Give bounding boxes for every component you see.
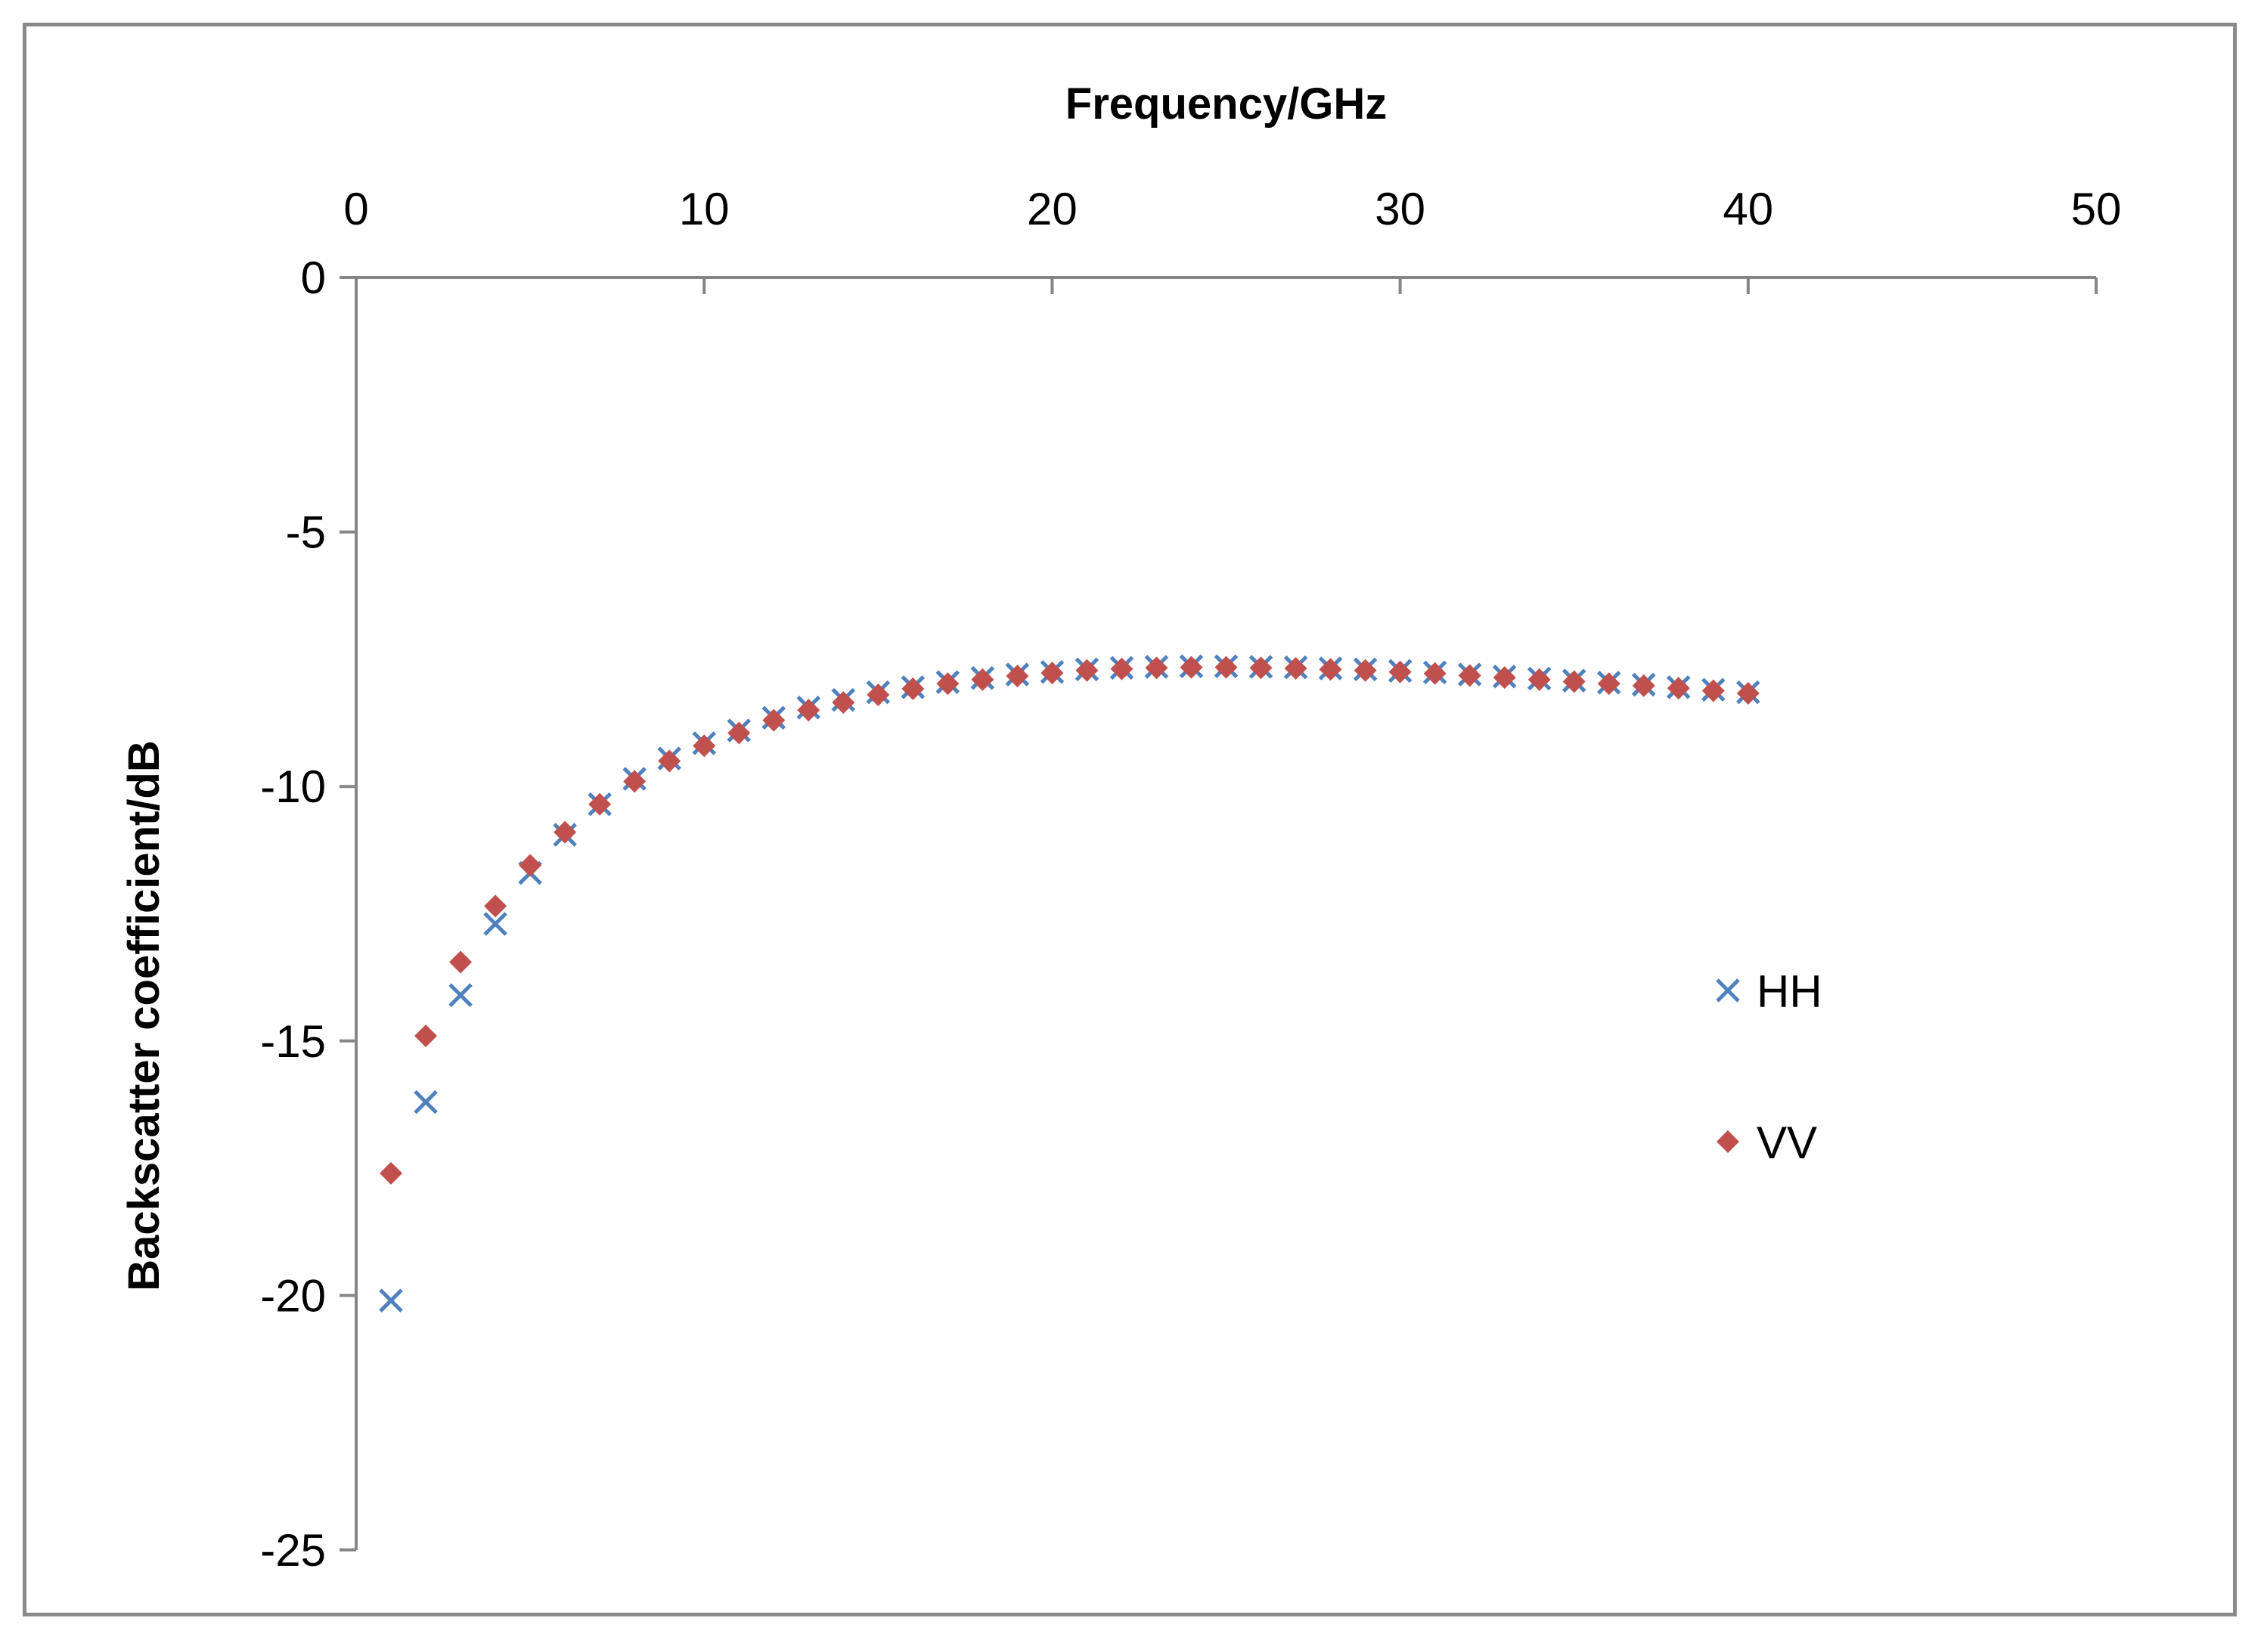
legend-marker-hh [1716,978,1740,1003]
data-point-vv [519,854,542,877]
data-point-vv [554,820,577,844]
data-point-vv [1388,660,1412,683]
data-point-vv [1214,656,1238,679]
data-point-vv [1701,679,1725,702]
data-point-vv [727,721,751,745]
data-point-vv [1145,656,1168,680]
legend-item-hh: HH [1716,966,1822,1017]
axes [340,276,2098,1551]
data-point-vv [1632,674,1655,697]
data-point-hh [414,1089,438,1114]
y-tick-label: -5 [286,507,326,558]
data-point-vv [1284,657,1307,680]
data-point-vv [867,683,890,707]
data-point-vv [693,734,716,758]
data-point-vv [414,1024,438,1048]
x-tick-label: 10 [679,184,730,234]
data-point-vv [1041,662,1064,685]
x-tick-label: 30 [1375,184,1425,234]
data-point-vv [658,749,681,773]
data-point-vv [484,894,507,918]
legend-label-hh: HH [1757,966,1822,1017]
data-point-vv [623,770,647,793]
data-point-hh [448,983,473,1007]
x-tick-label: 20 [1027,184,1078,234]
y-tick-label: -20 [260,1270,326,1321]
legend-marker-vv [1717,1130,1739,1153]
data-point-vv [1110,657,1134,680]
data-point-vv [936,672,960,696]
data-point-vv [762,708,786,732]
legend-item-vv: VV [1717,1117,1817,1168]
data-point-vv [1667,677,1690,700]
x-tick-label: 0 [343,184,368,234]
data-point-vv [832,691,855,714]
data-point-vv [1075,659,1099,682]
series-vv [380,656,1760,1185]
data-point-vv [1597,672,1620,696]
data-point-vv [1423,662,1447,685]
chart-frame: 0 10 20 30 40 50 0 -5 -10 -15 -20 -25 HH VV Frequenc… [23,23,2237,1616]
x-tick-label: 50 [2071,184,2122,234]
data-point-vv [1736,682,1760,705]
scatter-chart: 0 10 20 30 40 50 0 -5 -10 -15 -20 -25 HH VV Frequenc… [119,79,2121,1576]
data-point-vv [1562,670,1586,693]
data-point-vv [1493,666,1516,690]
data-point-vv [449,950,473,974]
data-point-vv [797,699,820,722]
series-hh [379,654,1760,1313]
y-tick-label: -15 [260,1016,326,1067]
data-point-hh [379,1288,403,1313]
legend: HH VV [1716,966,1822,1168]
y-axis-title: Backscatter coefficient/dB [119,740,169,1291]
data-point-vv [1249,656,1273,680]
data-point-hh [483,912,507,936]
data-point-vv [971,668,994,691]
data-point-vv [1006,665,1029,688]
y-tick-label: -25 [260,1525,326,1576]
data-point-vv [1354,659,1377,682]
data-point-vv [1180,656,1203,679]
data-point-vv [1319,658,1342,681]
x-axis-title: Frequency/GHz [1065,79,1387,129]
x-tick-label: 40 [1723,184,1773,234]
data-point-vv [901,677,925,700]
tick-labels: 0 10 20 30 40 50 0 -5 -10 -15 -20 -25 [260,184,2121,1576]
data-point-vv [1458,664,1481,687]
data-point-vv [380,1161,403,1185]
data-point-vv [1527,668,1551,691]
data-point-vv [588,792,612,816]
legend-label-vv: VV [1757,1117,1817,1168]
y-tick-label: -10 [260,761,326,812]
y-tick-label: 0 [301,253,326,303]
data-series [379,654,1760,1313]
